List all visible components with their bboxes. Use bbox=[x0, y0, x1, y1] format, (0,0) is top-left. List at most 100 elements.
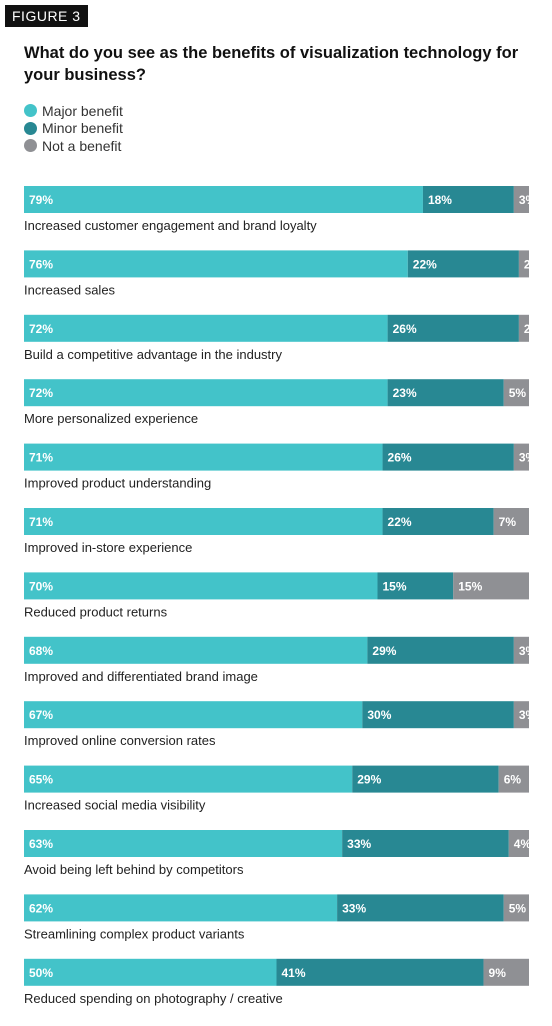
data-label-minor: 33% bbox=[347, 837, 371, 851]
category-label: Reduced spending on photography / creati… bbox=[24, 991, 283, 1006]
legend-item-major: Major benefit bbox=[24, 102, 123, 120]
category-label: Increased customer engagement and brand … bbox=[24, 218, 317, 233]
bar-segment-major bbox=[24, 958, 277, 986]
bar-segment-minor bbox=[276, 958, 484, 986]
data-label-major: 79% bbox=[29, 193, 53, 207]
bar-segment-not bbox=[518, 314, 529, 342]
bar-segment-major bbox=[24, 572, 378, 600]
bar-segment-major bbox=[24, 894, 338, 922]
data-label-minor: 22% bbox=[413, 257, 437, 271]
data-label-major: 63% bbox=[29, 837, 53, 851]
category-label: Increased sales bbox=[24, 282, 116, 297]
data-label-not: 3% bbox=[519, 193, 537, 207]
bar-segment-major bbox=[24, 765, 353, 793]
bar-segment-not bbox=[498, 765, 529, 793]
data-label-not: 4% bbox=[514, 837, 532, 851]
data-label-not: 9% bbox=[489, 966, 507, 980]
legend-item-minor: Minor benefit bbox=[24, 120, 123, 138]
bar-segment-minor bbox=[382, 443, 514, 471]
bar-segment-not bbox=[513, 701, 529, 729]
category-label: Build a competitive advantage in the ind… bbox=[24, 347, 282, 362]
data-label-minor: 18% bbox=[428, 193, 452, 207]
bar-segment-major bbox=[24, 186, 423, 213]
legend-label-minor: Minor benefit bbox=[42, 120, 123, 137]
legend-label-major: Major benefit bbox=[42, 102, 123, 119]
data-label-not: 7% bbox=[499, 515, 517, 529]
bar-segment-minor bbox=[362, 701, 514, 729]
data-label-not: 6% bbox=[504, 773, 522, 787]
category-label: Increased social media visibility bbox=[24, 798, 206, 813]
bar-segment-minor bbox=[377, 572, 454, 600]
bar-segment-not bbox=[493, 508, 529, 535]
chart-title: What do you see as the benefits of visua… bbox=[24, 44, 519, 84]
data-label-not: 5% bbox=[509, 901, 527, 915]
data-label-major: 65% bbox=[29, 773, 53, 787]
category-label: Improved and differentiated brand image bbox=[24, 669, 258, 684]
data-label-not: 5% bbox=[509, 386, 527, 400]
category-label: Improved product understanding bbox=[24, 476, 211, 491]
legend-swatch-minor bbox=[24, 121, 37, 135]
data-label-minor: 22% bbox=[388, 515, 412, 529]
bar-segment-minor bbox=[407, 250, 519, 278]
legend-label-not: Not a benefit bbox=[42, 137, 122, 154]
data-label-major: 71% bbox=[29, 451, 53, 465]
bar-segment-minor bbox=[342, 830, 509, 857]
data-label-major: 76% bbox=[29, 257, 53, 271]
bar-segment-not bbox=[503, 379, 529, 407]
data-label-minor: 41% bbox=[282, 966, 306, 980]
bar-segment-not bbox=[518, 250, 529, 278]
data-label-minor: 29% bbox=[357, 773, 381, 787]
data-label-not: 15% bbox=[458, 579, 482, 593]
bar-segment-minor bbox=[422, 186, 514, 213]
bar-segment-not bbox=[483, 958, 529, 986]
category-label: Streamlining complex product variants bbox=[24, 926, 245, 941]
data-label-major: 50% bbox=[29, 966, 53, 980]
bar-segment-major bbox=[24, 830, 343, 857]
category-label: Avoid being left behind by competitors bbox=[24, 862, 244, 877]
data-label-not: 3% bbox=[519, 708, 537, 722]
category-label: More personalized experience bbox=[24, 411, 198, 426]
bar-segment-minor bbox=[387, 379, 504, 407]
data-label-major: 68% bbox=[29, 644, 53, 658]
legend-swatch-major bbox=[24, 104, 37, 118]
data-label-minor: 29% bbox=[372, 644, 396, 658]
category-label: Reduced product returns bbox=[24, 604, 168, 619]
data-label-minor: 26% bbox=[388, 451, 412, 465]
data-label-minor: 23% bbox=[393, 386, 417, 400]
bar-segment-not bbox=[513, 443, 529, 471]
bar-segment-not bbox=[513, 186, 529, 213]
legend-swatch-not bbox=[24, 139, 37, 153]
figure-tag: FIGURE 3 bbox=[5, 5, 88, 27]
bar-segment-not bbox=[508, 830, 529, 857]
data-label-major: 71% bbox=[29, 515, 53, 529]
legend-item-not: Not a benefit bbox=[24, 137, 123, 155]
category-label: Improved in-store experience bbox=[24, 540, 192, 555]
data-label-not: 2% bbox=[524, 322, 542, 336]
data-label-minor: 33% bbox=[342, 901, 366, 915]
data-label-major: 62% bbox=[29, 901, 53, 915]
data-label-minor: 15% bbox=[383, 579, 407, 593]
bar-segment-major bbox=[24, 508, 383, 535]
bar-segment-major bbox=[24, 314, 388, 342]
bar-segment-major bbox=[24, 443, 383, 471]
bar-segment-not bbox=[453, 572, 529, 600]
bar-segment-minor bbox=[352, 765, 499, 793]
bar-segment-not bbox=[503, 894, 529, 922]
data-label-major: 72% bbox=[29, 386, 53, 400]
data-label-not: 3% bbox=[519, 451, 537, 465]
bar-segment-major bbox=[24, 379, 388, 407]
legend: Major benefit Minor benefit Not a benefi… bbox=[24, 102, 123, 155]
bar-segment-minor bbox=[337, 894, 504, 922]
bar-segment-not bbox=[513, 636, 529, 664]
data-label-not: 2% bbox=[524, 257, 542, 271]
category-label: Improved online conversion rates bbox=[24, 733, 216, 748]
data-label-major: 72% bbox=[29, 322, 53, 336]
data-label-minor: 30% bbox=[367, 708, 391, 722]
bar-segment-major bbox=[24, 636, 368, 664]
data-label-not: 3% bbox=[519, 644, 537, 658]
bar-segment-minor bbox=[382, 508, 494, 535]
data-label-major: 67% bbox=[29, 708, 53, 722]
bar-segment-major bbox=[24, 701, 363, 729]
bar-segment-minor bbox=[367, 636, 514, 664]
data-label-major: 70% bbox=[29, 579, 53, 593]
